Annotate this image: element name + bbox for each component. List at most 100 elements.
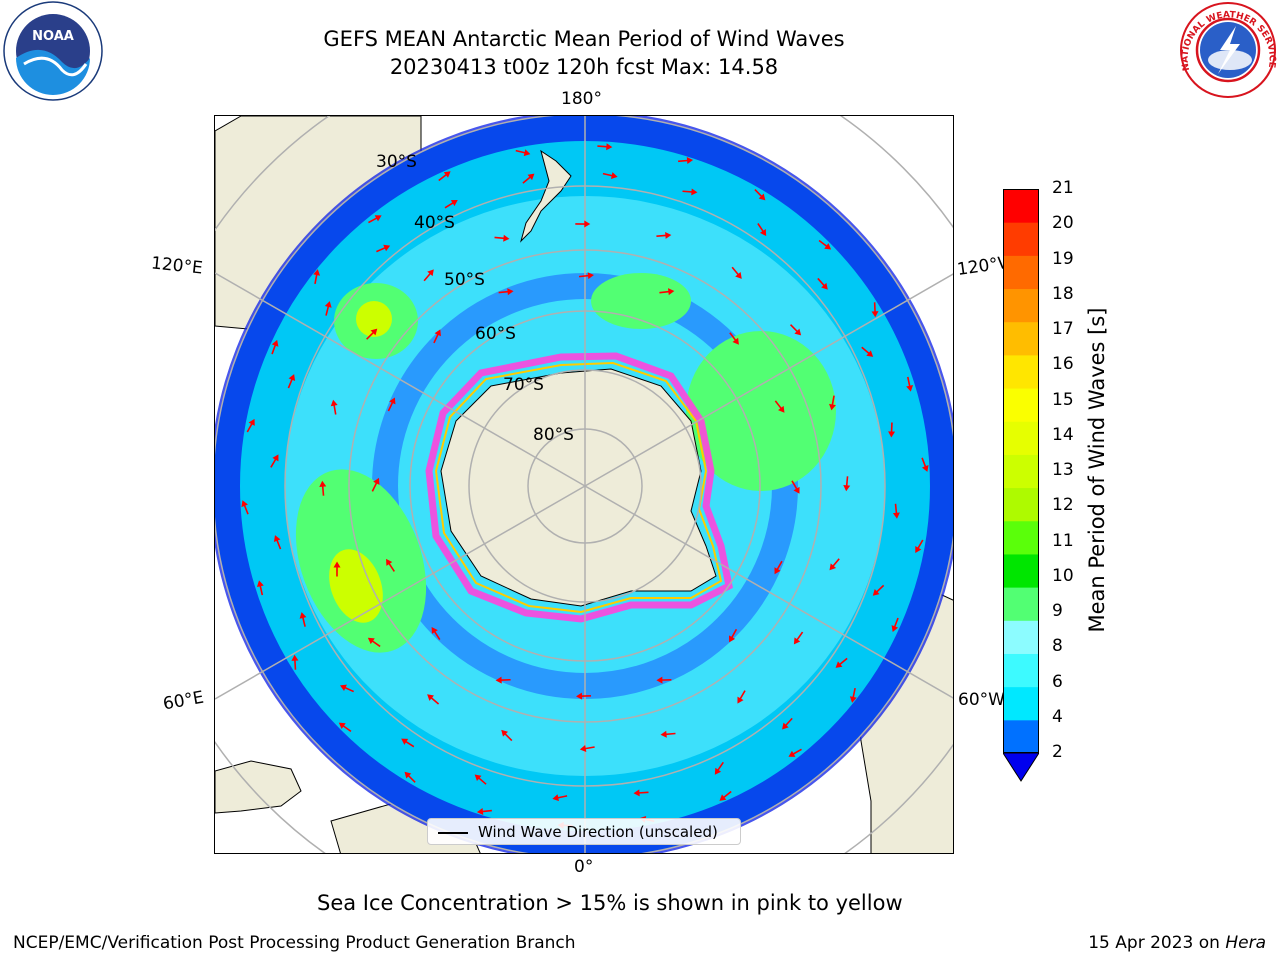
colorbar-tick-label: 14	[1052, 424, 1074, 445]
wind-wave-arrow	[371, 477, 380, 492]
sea-ice-edge	[425, 352, 733, 623]
wind-wave-arrow	[728, 628, 738, 643]
wind-wave-arrow	[246, 418, 255, 433]
wind-wave-arrow	[678, 157, 694, 165]
wind-wave-arrow	[273, 535, 282, 550]
wind-wave-arrow	[270, 454, 279, 468]
colorbar-tick-label: 13	[1052, 460, 1074, 480]
colorbar-tick-label: 4	[1052, 706, 1063, 727]
wind-wave-arrow	[861, 346, 874, 357]
colorbar-segment	[1003, 189, 1039, 223]
lon-label-0: 0°	[574, 857, 594, 877]
wind-wave-arrow	[849, 687, 857, 703]
wind-wave-arrow	[788, 748, 802, 757]
graticule	[215, 116, 953, 853]
wind-wave-arrow	[495, 676, 511, 684]
wind-wave-arrow	[319, 480, 327, 496]
wind-wave-arrow	[438, 171, 451, 182]
wind-wave-arrow	[872, 584, 885, 596]
lon-label-180: 180°	[561, 89, 602, 109]
wind-wave-arrow	[515, 149, 531, 157]
wind-wave-arrow	[324, 301, 332, 316]
wind-wave-arrow	[474, 774, 487, 785]
chart-subtitle: 20230413 t00z 120h fcst Max: 14.58	[389, 55, 779, 79]
wind-wave-arrow	[579, 745, 595, 752]
colorbar-tick-label: 19	[1052, 248, 1074, 269]
wind-wave-arrow	[271, 339, 279, 355]
africa-land	[215, 760, 302, 814]
wind-wave-arrow	[729, 332, 739, 345]
wind-wave-arrow	[921, 457, 929, 472]
wind-wave-arrow	[330, 399, 338, 415]
lon-label-60e: 60°E	[161, 687, 206, 715]
sea-ice-inner	[434, 361, 723, 614]
colorbar-tick-label: 21	[1052, 178, 1074, 198]
colorbar-segment	[1003, 520, 1039, 555]
wind-wave-arrow	[915, 539, 924, 553]
wind-wave-arrow	[871, 302, 879, 318]
wind-wave-arrow	[287, 374, 296, 389]
wind-wave-arrow	[404, 771, 416, 783]
footer-date: 15 Apr 2023 on Hera	[1088, 933, 1266, 953]
wind-wave-arrow	[501, 729, 513, 742]
colorbar-extend-triangle	[1002, 752, 1040, 782]
wind-wave-arrow	[333, 561, 341, 577]
colorbar-segment	[1003, 354, 1039, 389]
map-legend: Wind Wave Direction (unscaled)	[427, 818, 741, 845]
wind-wave-arrow	[575, 220, 591, 228]
colorbar-segment	[1003, 686, 1039, 721]
lon-label-60w: 60°W	[958, 690, 1005, 710]
colorbar-tick-label: 15	[1052, 389, 1074, 410]
wind-wave-arrow	[791, 480, 800, 494]
colorbar-segment	[1003, 487, 1039, 522]
wind-wave-arrow	[774, 400, 785, 413]
wind-wave-arrow	[368, 215, 382, 224]
map-panel	[214, 115, 954, 854]
wind-wave-arrow	[427, 694, 440, 705]
colorbar-segment	[1003, 388, 1039, 422]
lat-label-80s: 80°S	[533, 425, 574, 445]
colorbar-tick-label: 18	[1052, 283, 1074, 304]
noaa-logo: NOAA	[2, 0, 104, 106]
wind-wave-arrow	[401, 738, 415, 748]
nws-logo: NATIONAL WEATHER SERVICE	[1178, 0, 1278, 104]
period-patch-south-australia-core	[356, 301, 392, 337]
wind-wave-arrow	[757, 223, 767, 236]
wind-wave-arrow	[790, 324, 802, 336]
wind-wave-arrow	[476, 808, 492, 815]
wind-wave-arrow	[754, 189, 766, 201]
new-zealand-land	[520, 149, 572, 243]
antarctica-land	[440, 368, 717, 607]
colorbar	[1002, 189, 1040, 787]
period-patch-pacific-mid	[591, 273, 691, 329]
wind-wave-arrow	[817, 277, 828, 290]
wind-wave-arrow	[891, 617, 899, 633]
footer-date-text: 15 Apr 2023 on	[1088, 933, 1226, 953]
colorbar-segment	[1003, 321, 1039, 356]
wind-wave-arrow	[892, 503, 900, 519]
wind-wave-arrow	[682, 188, 698, 196]
wind-wave-arrow	[660, 730, 676, 738]
sea-ice-note: Sea Ice Concentration > 15% is shown in …	[317, 891, 903, 915]
wind-wave-arrow	[423, 269, 434, 282]
colorbar-segment	[1003, 620, 1039, 654]
wind-wave-arrow	[906, 376, 914, 392]
wind-wave-arrow	[367, 637, 381, 648]
lat-label-70s: 70°S	[503, 375, 544, 395]
colorbar-tick-label: 8	[1052, 636, 1063, 657]
wind-wave-arrow	[731, 266, 742, 279]
colorbar-segment	[1003, 255, 1039, 290]
wind-wave-arrow	[291, 654, 299, 670]
wind-wave-arrow	[793, 631, 804, 645]
lat-label-30s: 30°S	[376, 152, 417, 172]
wind-wave-arrow	[299, 612, 307, 627]
wind-wave-arrow	[256, 580, 264, 596]
svg-text:NOAA: NOAA	[32, 29, 74, 44]
wind-wave-arrow	[578, 272, 594, 280]
colorbar-tick-label: 20	[1052, 213, 1074, 234]
lat-label-50s: 50°S	[444, 270, 485, 290]
wind-wave-arrow	[656, 676, 672, 684]
colorbar-tick-label: 17	[1052, 319, 1074, 339]
wind-wave-arrow	[719, 790, 732, 801]
wind-wave-arrow	[386, 558, 395, 572]
